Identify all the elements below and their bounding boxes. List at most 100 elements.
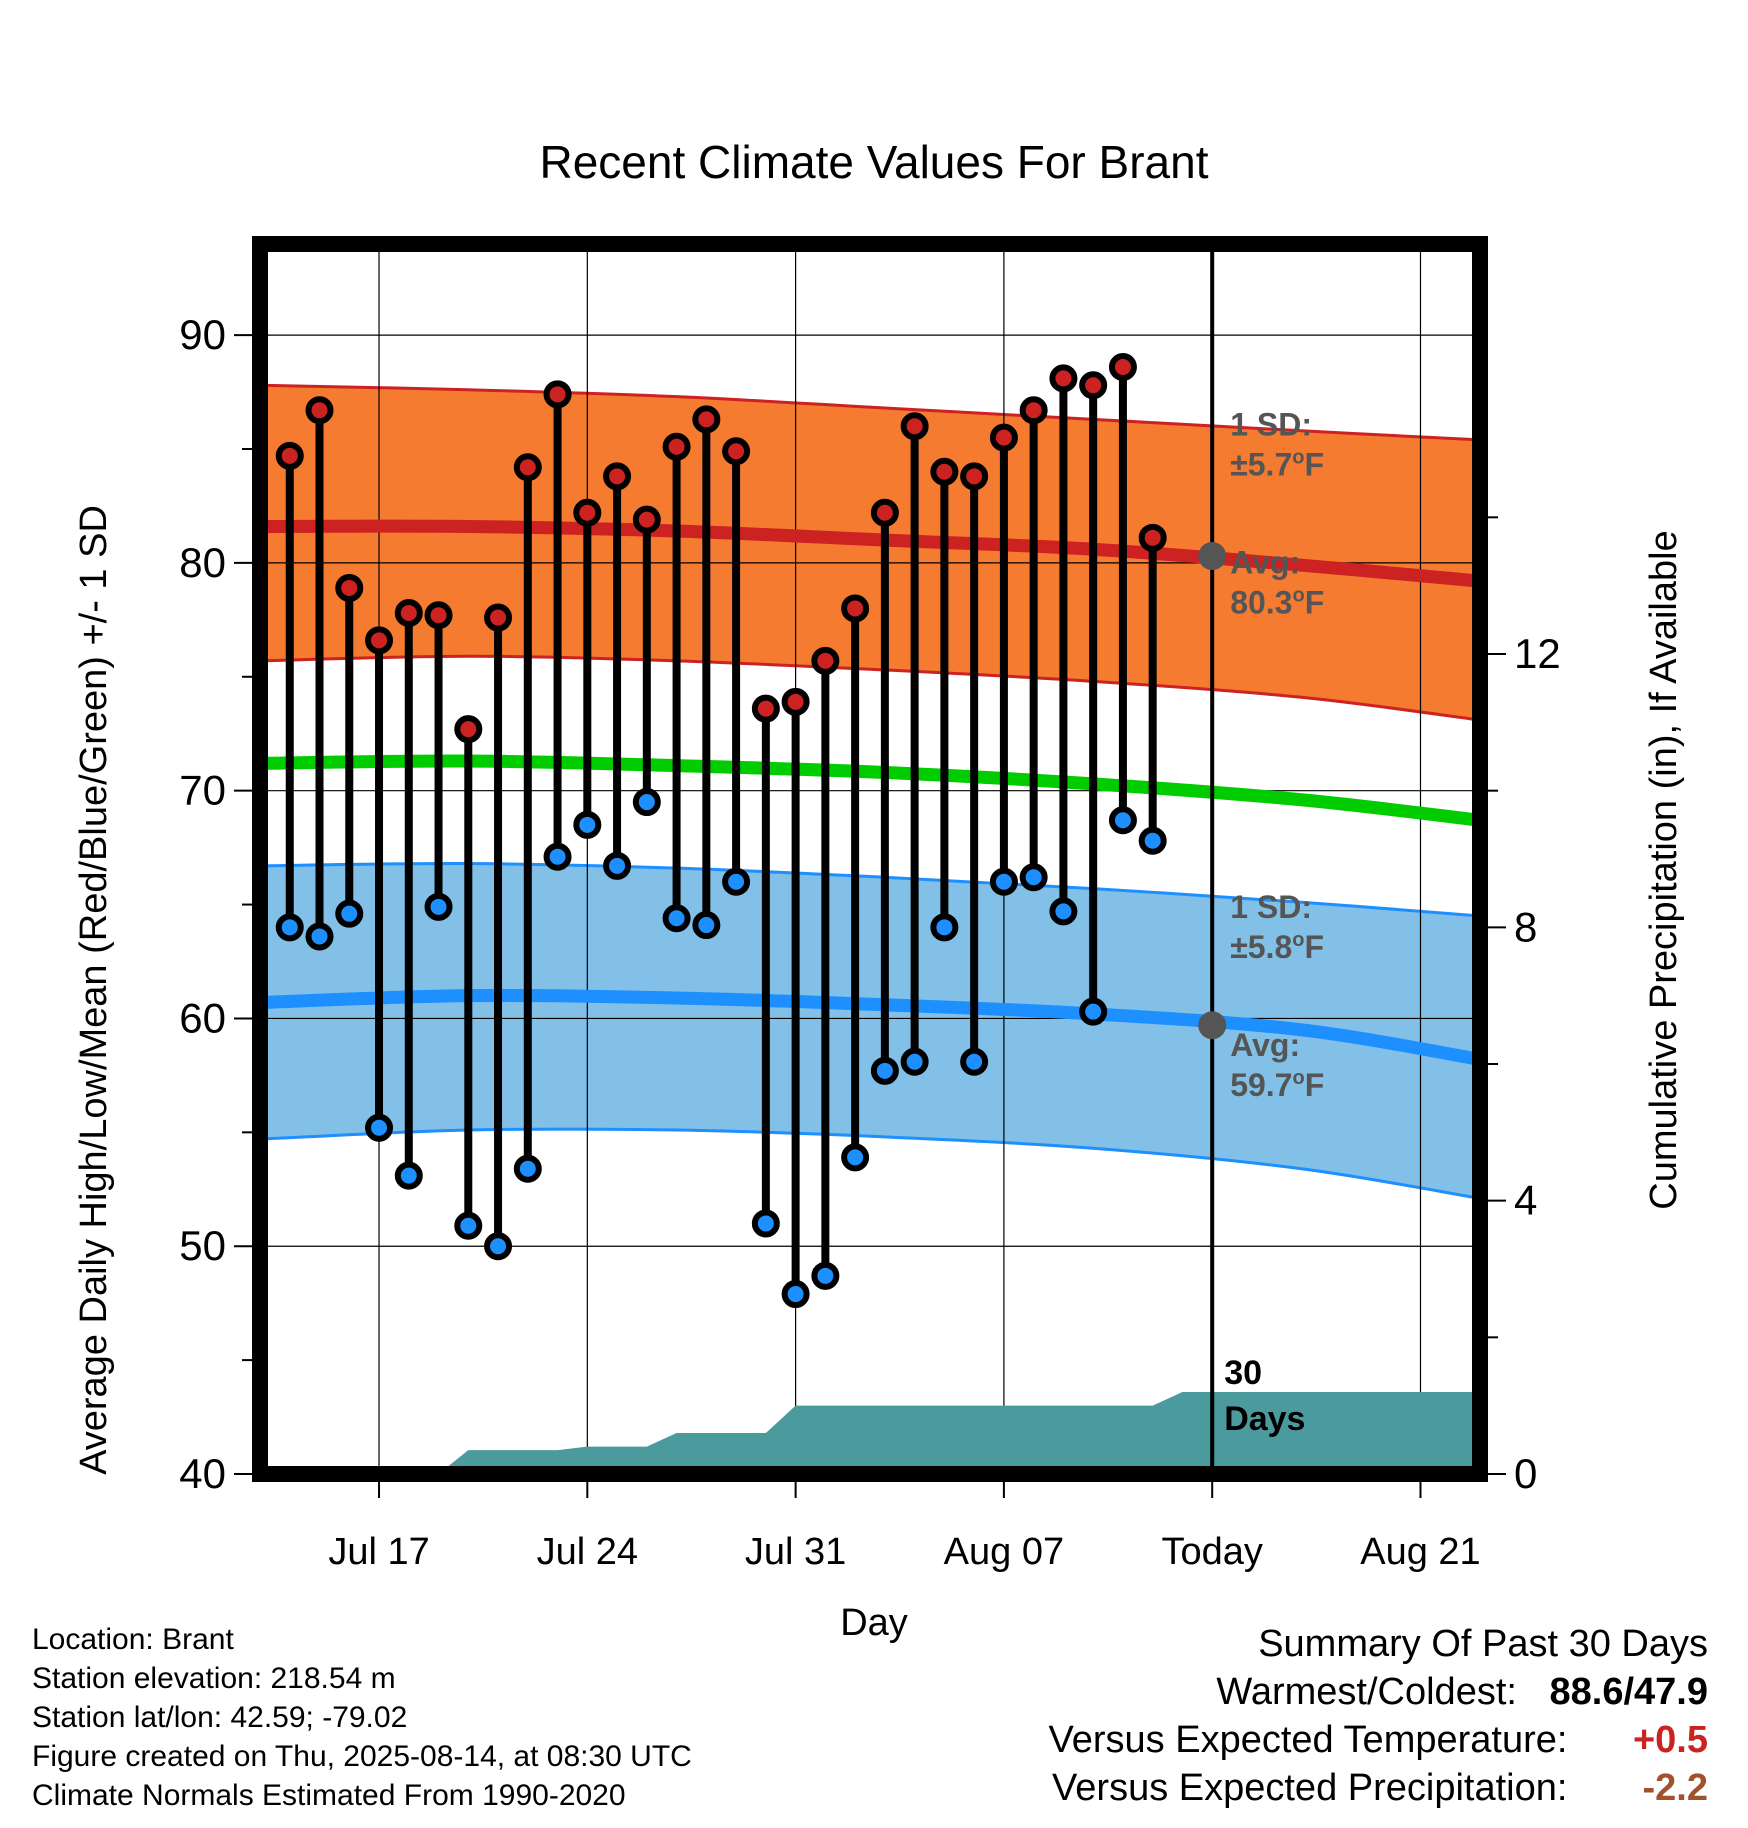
y2-tick-label: 12: [1514, 630, 1561, 677]
daily-low-point: [781, 1280, 810, 1309]
low-sd-title: 1 SD:: [1230, 889, 1312, 925]
daily-low-point: [1108, 806, 1137, 835]
x-tick-label: Jul 24: [537, 1531, 638, 1573]
daily-high-point: [424, 601, 453, 630]
normals-text: Climate Normals Estimated From 1990-2020: [32, 1779, 626, 1812]
daily-low-point: [365, 1113, 394, 1142]
daily-high-point: [603, 462, 632, 491]
high-avg-title: Avg:: [1230, 544, 1300, 580]
daily-low-point: [811, 1261, 840, 1290]
daily-high-point: [751, 694, 780, 723]
daily-high-point: [841, 594, 870, 623]
daily-high-point: [1108, 353, 1137, 381]
daily-low-point: [722, 867, 751, 896]
y-tick-label: 80: [179, 539, 226, 586]
daily-high-point: [484, 603, 513, 632]
daily-high-point: [722, 437, 751, 466]
x-tick-label: Jul 17: [328, 1531, 429, 1573]
daily-high-point: [365, 626, 394, 655]
y-tick-label: 90: [179, 311, 226, 358]
daily-low-point: [662, 904, 691, 933]
daily-high-point: [632, 505, 661, 534]
warmest-value: 88.6/47.9: [1549, 1671, 1708, 1713]
daily-low-point: [989, 867, 1018, 896]
precip-value: -2.2: [1642, 1767, 1708, 1809]
daily-high-point: [275, 441, 304, 470]
elevation-text: Station elevation: 218.54 m: [32, 1662, 396, 1695]
daily-low-point: [1079, 997, 1108, 1026]
daily-low-point: [454, 1211, 483, 1240]
daily-low-point: [573, 810, 602, 839]
high-avg-value: 80.3oF: [1230, 584, 1324, 620]
period-label-line1: 30: [1224, 1354, 1262, 1392]
daily-high-point: [692, 405, 721, 434]
low-avg-value: 59.7oF: [1230, 1067, 1324, 1103]
high-sd-band: [260, 385, 1480, 721]
y2-tick-label: 0: [1514, 1450, 1537, 1497]
daily-high-point: [989, 423, 1018, 452]
temp-value: +0.5: [1632, 1719, 1708, 1761]
x-tick-label: Aug 21: [1360, 1531, 1480, 1573]
daily-low-point: [275, 913, 304, 942]
chart-title: Recent Climate Values For Brant: [540, 136, 1209, 188]
daily-high-point: [930, 457, 959, 486]
precip-label: Versus Expected Precipitation:: [1052, 1767, 1568, 1809]
daily-low-point: [424, 892, 453, 921]
plot-area: 1 SD: ±5.7oF Avg: 80.3oF 1 SD: ±5.8oF Avg: 59.7…: [179, 236, 1561, 1573]
low-avg-title: Avg:: [1230, 1027, 1300, 1063]
daily-low-point: [1138, 826, 1167, 855]
station-info: Location: Brant Station elevation: 218.5…: [32, 1620, 692, 1815]
daily-low-point: [603, 851, 632, 880]
daily-low-point: [335, 899, 364, 928]
created-text: Figure created on Thu, 2025-08-14, at 08…: [32, 1740, 692, 1773]
daily-high-point: [960, 462, 989, 491]
y2-tick-label: 4: [1514, 1177, 1537, 1224]
latlon-text: Station lat/lon: 42.59; -79.02: [32, 1701, 408, 1734]
y-tick-label: 40: [179, 1450, 226, 1497]
precipitation-area: [260, 1392, 1480, 1474]
daily-high-point: [454, 715, 483, 744]
daily-high-point: [870, 498, 899, 527]
warmest-label: Warmest/Coldest:: [1216, 1671, 1517, 1713]
x-axis-label: Day: [840, 1602, 908, 1644]
daily-high-point: [335, 573, 364, 602]
daily-high-point: [811, 646, 840, 675]
y-axis-label: Average Daily High/Low/Mean (Red/Blue/Gr…: [73, 505, 115, 1475]
daily-high-point: [662, 432, 691, 461]
daily-high-point: [394, 599, 423, 627]
temp-label: Versus Expected Temperature:: [1048, 1719, 1568, 1761]
low-sd-band: [260, 863, 1480, 1199]
today-low-avg-marker: [1198, 1011, 1227, 1040]
low-sd-value: ±5.8oF: [1230, 929, 1324, 965]
daily-low-point: [870, 1056, 899, 1085]
daily-high-point: [1019, 396, 1048, 425]
daily-low-point: [841, 1143, 870, 1172]
x-tick-label: Aug 07: [944, 1531, 1064, 1573]
daily-high-point: [1079, 371, 1108, 400]
y2-axis-label: Cumulative Precipitation (in), If Availa…: [1643, 530, 1685, 1209]
daily-high-point: [513, 453, 542, 482]
high-sd-value: ±5.7oF: [1230, 446, 1324, 482]
daily-low-point: [305, 922, 334, 951]
daily-low-point: [751, 1209, 780, 1238]
today-high-avg-marker: [1198, 542, 1227, 571]
location-text: Location: Brant: [32, 1623, 234, 1656]
daily-low-point: [632, 788, 661, 817]
daily-low-point: [692, 911, 721, 940]
daily-high-point: [573, 498, 602, 527]
high-sd-title: 1 SD:: [1230, 406, 1312, 442]
daily-high-point: [900, 412, 929, 441]
daily-high-point: [305, 396, 334, 425]
y2-tick-label: 8: [1514, 903, 1537, 950]
x-tick-label: Jul 31: [745, 1531, 846, 1573]
y-tick-label: 70: [179, 767, 226, 814]
daily-low-point: [1019, 863, 1048, 892]
summary-title: Summary Of Past 30 Days: [1258, 1623, 1708, 1665]
summary-panel: Summary Of Past 30 Days Warmest/Coldest:…: [1049, 1620, 1708, 1812]
daily-low-point: [930, 913, 959, 942]
x-tick-label: Today: [1161, 1531, 1262, 1573]
daily-high-point: [1138, 523, 1167, 552]
high-upper-line: [260, 383, 1480, 442]
daily-high-point: [781, 687, 810, 716]
